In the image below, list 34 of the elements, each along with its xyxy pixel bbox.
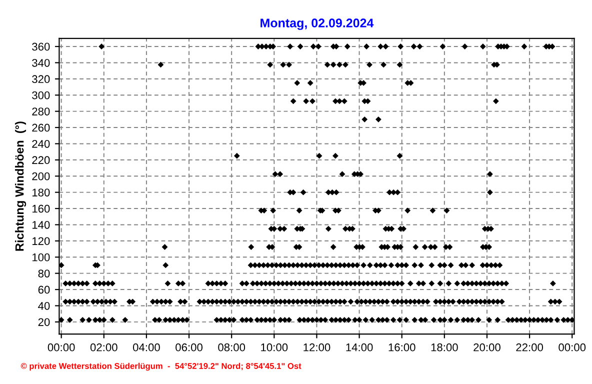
y-tick-label: 300	[32, 91, 50, 100]
y-tick-label: 100	[32, 253, 50, 262]
y-tick-label: 80	[38, 270, 50, 278]
y-tick-label: 360	[32, 42, 50, 51]
y-tick-label: 120	[32, 237, 50, 246]
y-axis-title: Richtung Windböen (°)	[15, 122, 26, 251]
x-tick-label: 22:00	[516, 343, 544, 352]
y-tick-label: 40	[38, 302, 50, 310]
y-tick-label: 200	[32, 172, 50, 180]
y-tick-label: 60	[38, 286, 50, 294]
x-tick-label: 20:00	[474, 343, 500, 352]
y-tick-label: 220	[32, 156, 50, 164]
y-tick-label: 140	[32, 220, 50, 229]
y-tick-label: 260	[32, 124, 50, 132]
x-tick-label: 14:00	[346, 343, 373, 352]
x-tick-label: 08:00	[218, 343, 246, 352]
x-tick-label: 00:00	[558, 343, 586, 352]
x-tick-label: 18:00	[431, 343, 458, 352]
chart-title: Montag, 02.09.2024	[260, 18, 374, 30]
y-tick-label: 180	[32, 188, 50, 196]
x-tick-label: 16:00	[388, 343, 416, 352]
y-tick-label: 20	[38, 318, 50, 326]
x-tick-label: 00:00	[48, 343, 75, 352]
y-tick-label: 160	[32, 204, 50, 213]
x-tick-label: 04:00	[132, 343, 160, 352]
x-tick-label: 10:00	[261, 343, 288, 352]
text: © private Wetterstation Süderlügum - 54°52'19.2" Nord; 8°54'45.1" Ost	[20, 362, 302, 371]
x-tick-label: 02:00	[90, 343, 118, 352]
y-tick-label: 340	[32, 58, 50, 67]
x-tick-label: 06:00	[176, 343, 202, 352]
y-tick-label: 280	[32, 108, 50, 116]
x-tick-label: 12:00	[304, 343, 330, 352]
y-tick-label: 320	[32, 75, 50, 84]
y-tick-label: 240	[32, 140, 50, 148]
